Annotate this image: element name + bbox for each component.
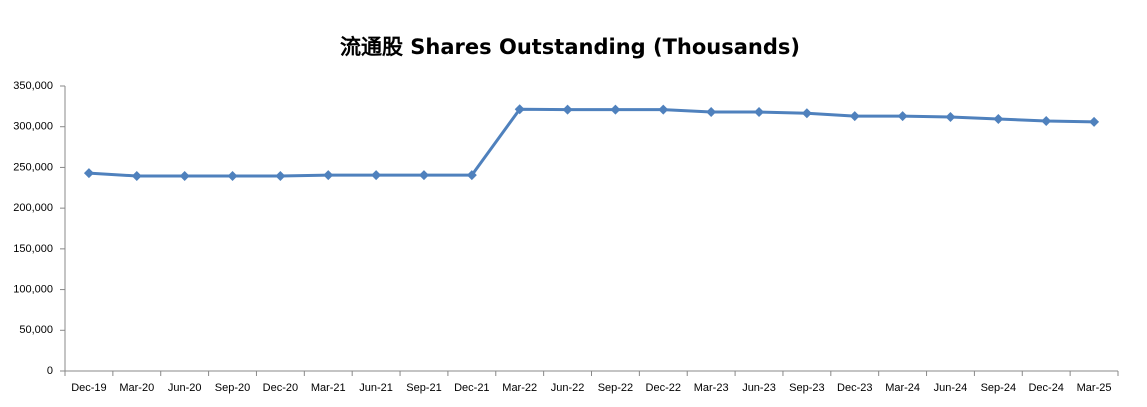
point-marker [562,104,573,115]
x-tick-label: Sep-23 [789,382,824,394]
x-tick-label: Dec-21 [454,382,489,394]
point-marker [323,170,334,181]
point-marker [179,170,190,181]
x-tick-label: Jun-20 [168,382,202,394]
point-marker [1041,116,1052,127]
x-tick-label: Mar-23 [694,382,729,394]
y-tick-label: 0 [47,365,53,377]
point-marker [993,113,1004,124]
x-tick-label: Sep-21 [406,382,441,394]
point-marker [849,111,860,122]
y-tick-label: 300,000 [13,121,53,133]
point-marker [227,170,238,181]
point-marker [83,168,94,179]
x-tick-label: Dec-20 [263,382,298,394]
y-tick-label: 50,000 [19,324,53,336]
point-marker [371,170,382,181]
x-tick-label: Jun-23 [742,382,776,394]
y-tick-label: 250,000 [13,161,53,173]
x-tick-label: Sep-22 [598,382,633,394]
point-marker [610,104,621,115]
x-tick-label: Dec-24 [1028,382,1063,394]
point-marker [945,111,956,122]
x-tick-label: Sep-24 [981,382,1016,394]
x-tick-label: Mar-24 [885,382,920,394]
point-marker [418,170,429,181]
point-marker [658,104,669,115]
chart-title: 流通股 Shares Outstanding (Thousands) [340,35,800,59]
point-marker [466,170,477,181]
x-tick-label: Jun-21 [359,382,393,394]
point-marker [514,104,525,115]
x-tick-label: Jun-24 [934,382,968,394]
x-tick-label: Dec-22 [646,382,681,394]
x-tick-label: Mar-22 [502,382,537,394]
point-marker [275,170,286,181]
x-tick-label: Mar-25 [1077,382,1112,394]
point-marker [131,170,142,181]
point-marker [801,108,812,119]
y-tick-label: 150,000 [13,243,53,255]
x-tick-label: Jun-22 [551,382,585,394]
point-marker [754,107,765,118]
y-tick-label: 350,000 [13,80,53,92]
x-tick-label: Sep-20 [215,382,250,394]
x-tick-label: Dec-19 [71,382,106,394]
y-tick-label: 200,000 [13,202,53,214]
y-tick-label: 100,000 [13,283,53,295]
x-tick-label: Mar-20 [119,382,154,394]
series-line [88,107,1095,178]
point-marker [1089,116,1100,127]
x-tick-label: Mar-21 [311,382,346,394]
point-marker [706,107,717,118]
point-marker [897,111,908,122]
x-tick-label: Dec-23 [837,382,872,394]
